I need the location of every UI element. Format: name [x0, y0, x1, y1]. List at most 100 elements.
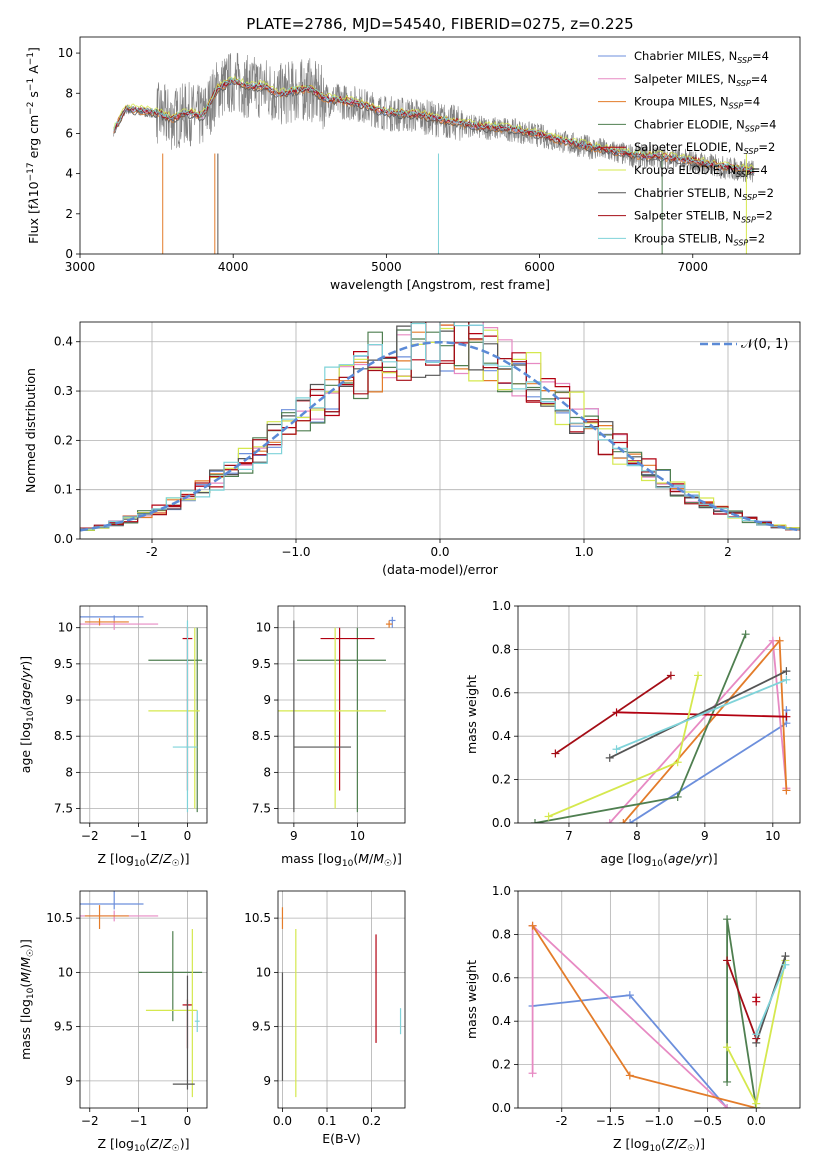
y-tick-label: 0.2 [492, 1058, 511, 1072]
plot-area [530, 630, 791, 823]
x-tick-label: 0.0 [747, 1114, 766, 1128]
x-tick-label: 0.0 [273, 1114, 292, 1128]
y-axis-label: mass weight [464, 675, 479, 754]
y-tick-label: 10 [58, 46, 73, 60]
legend-label: Chabrier STELIB, NSSP=2 [634, 186, 774, 202]
x-tick-label: 6000 [524, 260, 555, 274]
y-tick-label: 0.0 [492, 816, 511, 830]
x-tick-label: −0.5 [693, 1114, 722, 1128]
x-tick-label: 2 [724, 545, 732, 559]
axes-frame [79, 890, 208, 1109]
x-tick-label: 3000 [65, 260, 96, 274]
y-tick-label: 10 [58, 621, 73, 635]
y-tick-label: 6 [65, 126, 73, 140]
weight-marker [528, 1069, 537, 1078]
x-tick-label: -2 [556, 1114, 568, 1128]
weight-line [726, 919, 758, 1108]
plot-area [80, 891, 203, 1098]
y-tick-label: 10.5 [46, 911, 73, 925]
x-axis-label: (data-model)/error [382, 562, 499, 577]
weight-marker [781, 960, 790, 969]
weight-line [609, 670, 787, 759]
weight-marker [723, 1043, 732, 1052]
weight-marker [782, 675, 791, 684]
y-axis-label: Flux [fλ10−17 erg cm−2 s−1 A−1] [26, 47, 41, 244]
y-tick-label: 0.0 [54, 532, 73, 546]
plot-area [80, 615, 203, 813]
weight-marker [782, 712, 791, 721]
weight-vs-metallicity-plot: -2 −1.5 −1.0 −0.5 0.0 0.0 0.2 0.4 0.6 0.8 1.0 Z [lo… [464, 884, 801, 1154]
mass-vs-ebv-plot: 0.0 0.1 0.2 9 9.5 10 10.5 E(B-V) [244, 890, 406, 1146]
x-tick-label: 0 [184, 1114, 192, 1128]
axes-frame [277, 890, 406, 1109]
x-tick-label: 0.2 [362, 1114, 381, 1128]
weight-marker [694, 671, 703, 680]
weight-marker [723, 915, 732, 924]
axes-frame [79, 605, 208, 824]
x-axis-label: Z [log10(Z/Z☉)] [97, 851, 189, 869]
weight-marker [625, 991, 634, 1000]
x-tick-label: 4000 [218, 260, 249, 274]
residual-histogram [80, 322, 800, 531]
weight-marker [782, 667, 791, 676]
axes-frame [517, 605, 801, 824]
y-tick-label: 8 [65, 86, 73, 100]
x-tick-label: 8 [633, 829, 641, 843]
weight-line [531, 925, 757, 1108]
weight-marker [666, 671, 675, 680]
y-axis-label: mass weight [464, 960, 479, 1039]
x-tick-label: 0.0 [430, 545, 449, 559]
model-spectrum-line [113, 76, 755, 173]
weight-marker [752, 1030, 761, 1039]
x-axis-label: wavelength [Angstrom, rest frame] [330, 277, 550, 292]
age-vs-mass-plot: 9 10 7.5 8 8.5 9 9.5 10 mass [log10(M/M☉)] [252, 605, 406, 869]
y-tick-label: 9.5 [252, 657, 271, 671]
weight-marker [752, 1099, 761, 1108]
x-tick-label: 5000 [371, 260, 402, 274]
y-tick-label: 8.5 [54, 729, 73, 743]
figure-title: PLATE=2786, MJD=54540, FIBERID=0275, z=0… [246, 15, 633, 33]
x-tick-label: 0 [184, 829, 192, 843]
plot-area [281, 907, 402, 1098]
weight-marker [551, 749, 560, 758]
legend-label: Kroupa ELODIE, NSSP=4 [634, 163, 768, 179]
y-tick-label: 9 [65, 693, 73, 707]
x-axis-label: Z [log10(Z/Z☉)] [97, 1136, 189, 1154]
spectrum-plot: 3000 4000 5000 6000 7000 0 2 4 6 8 10 wavelength [A… [26, 36, 801, 292]
plot-area [278, 616, 396, 813]
x-tick-label: 10 [765, 829, 780, 843]
weight-line [755, 964, 787, 1035]
x-tick-label: −2 [81, 829, 99, 843]
y-axis-label: mass [log10(M/M☉)] [18, 939, 36, 1060]
weight-line [616, 678, 787, 751]
legend-label: Kroupa MILES, NSSP=4 [634, 95, 760, 111]
spectrum-legend: Chabrier MILES, NSSP=4 Salpeter MILES, NS… [598, 49, 776, 247]
y-tick-label: 9 [263, 1074, 271, 1088]
weight-marker [775, 636, 784, 645]
weight-marker [605, 819, 614, 823]
weight-vs-age-plot: 7 8 9 10 0.0 0.2 0.4 0.6 0.8 1.0 age [log10(age/yr… [464, 599, 801, 869]
axes-frame [79, 321, 801, 540]
y-tick-label: 9.5 [54, 1020, 73, 1034]
mass-vs-metallicity-plot: −2 −1 0 9 9.5 10 10.5 Z [log10(Z/Z☉)] mass [log1… [18, 890, 208, 1154]
model-spectrum-line [113, 80, 755, 176]
weight-marker [781, 952, 790, 961]
y-tick-label: 9 [65, 1074, 73, 1088]
legend-label: Chabrier ELODIE, NSSP=4 [634, 117, 776, 133]
x-tick-label: 9 [701, 829, 709, 843]
y-tick-label: 0 [65, 247, 73, 261]
legend-label: Salpeter ELODIE, NSSP=2 [634, 140, 775, 156]
plot-area [80, 322, 800, 532]
weight-marker [625, 1071, 634, 1080]
x-tick-label: 0.1 [317, 1114, 336, 1128]
y-tick-label: 0.1 [54, 483, 73, 497]
legend-label: Salpeter STELIB, NSSP=2 [634, 209, 773, 225]
y-tick-label: 1.0 [492, 884, 511, 898]
x-axis-label: mass [log10(M/M☉)] [281, 851, 402, 869]
x-axis-label: E(B-V) [322, 1131, 361, 1146]
y-tick-label: 10 [58, 965, 73, 979]
y-tick-label: 0.8 [492, 927, 511, 941]
normal-curve [80, 340, 800, 532]
y-tick-label: 0.0 [492, 1101, 511, 1115]
weight-marker [673, 792, 682, 801]
